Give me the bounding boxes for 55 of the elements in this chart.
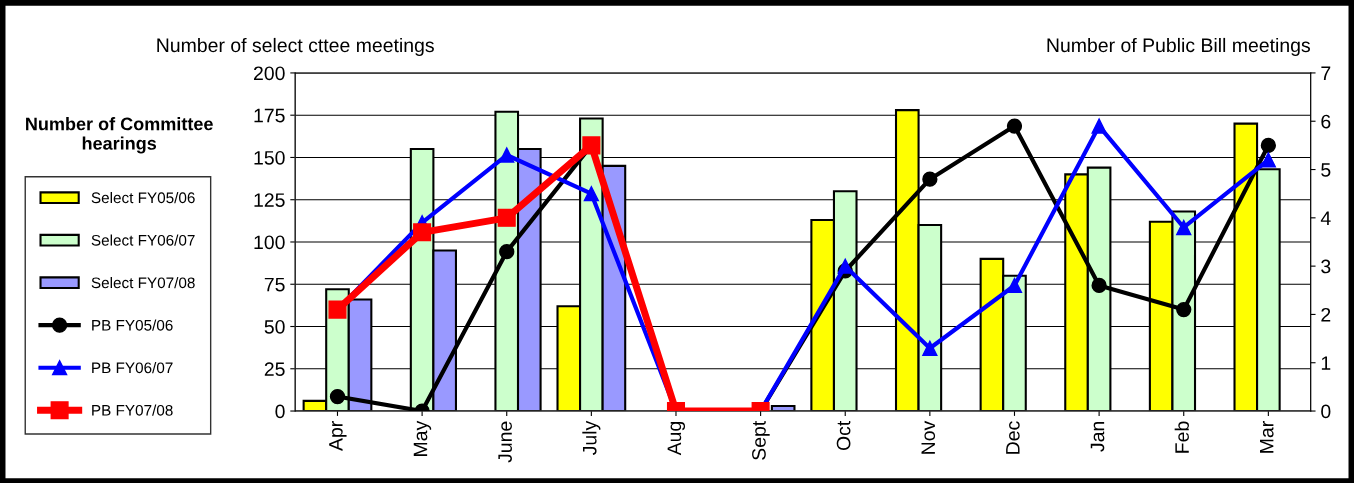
x-tick-label: Nov: [921, 420, 936, 454]
x-tick-label: Mar: [1260, 421, 1274, 453]
point: [922, 171, 938, 187]
y-tick-label: 175: [254, 108, 285, 123]
x-tick-label: July: [582, 420, 601, 456]
y2-tick-label: 0: [1321, 404, 1331, 419]
y2-tick-label: 6: [1321, 114, 1331, 129]
point: [1006, 118, 1023, 134]
y2-tick-label: 7: [1321, 66, 1331, 80]
x-tick-label: Apr: [329, 421, 347, 451]
y-tick-label: 125: [254, 193, 285, 207]
legend-label: PB FY06/07: [92, 361, 173, 374]
x-tick-label: Dec: [1006, 421, 1020, 454]
y-tick-label: 50: [264, 319, 285, 334]
x-tick-label: May: [413, 420, 432, 456]
legend-label: PB FY05/06: [92, 319, 173, 331]
y-tick-label: 0: [275, 404, 285, 419]
point: [583, 186, 599, 202]
y-axis-title: Number of select cttee meetings: [157, 37, 434, 57]
y2-axis-title: Number of Public Bill meetings: [1047, 37, 1310, 57]
point: [1260, 152, 1276, 168]
y-tick-label: 25: [264, 362, 285, 377]
legend-label: Select FY05/06: [91, 191, 195, 204]
legend-label: Select FY06/07: [91, 234, 195, 246]
x-tick-label: Oct: [836, 420, 851, 451]
point: [1176, 301, 1192, 318]
point: [1091, 118, 1107, 134]
point: [499, 147, 515, 163]
point: [499, 244, 515, 260]
point: [413, 223, 432, 242]
point: [922, 340, 938, 356]
point: [1260, 137, 1276, 154]
y-tick-label: 150: [254, 150, 285, 165]
y-tick-label: 200: [253, 66, 285, 81]
x-tick-label: Feb: [1174, 421, 1189, 453]
point: [497, 208, 516, 227]
point: [1091, 277, 1107, 294]
legend-label: Select FY07/08: [91, 276, 195, 289]
x-tick-label: Jan: [1090, 422, 1105, 452]
legend-label: PB FY07/08: [92, 404, 173, 416]
x-tick-label: Sept: [752, 420, 770, 460]
y2-tick-label: 5: [1321, 163, 1331, 177]
y2-tick-label: 2: [1321, 307, 1331, 322]
x-tick-label: June: [498, 421, 512, 463]
x-tick-label: Aug: [667, 422, 686, 456]
point: [329, 388, 346, 405]
y2-tick-label: 4: [1320, 211, 1331, 225]
point: [1006, 277, 1023, 294]
y2-tick-label: 3: [1321, 259, 1331, 274]
point: [1176, 219, 1192, 236]
y-tick-label: 100: [254, 235, 285, 250]
legend-title: Number of Committee hearings: [26, 117, 213, 154]
y2-tick-label: 1: [1321, 356, 1331, 370]
y-tick-label: 75: [264, 277, 285, 292]
point: [837, 258, 853, 274]
